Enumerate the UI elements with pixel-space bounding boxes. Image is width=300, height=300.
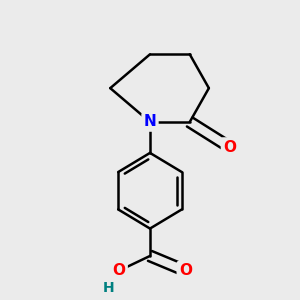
Text: O: O [223,140,236,154]
Text: O: O [179,263,192,278]
Text: H: H [102,281,114,295]
Text: N: N [144,115,156,130]
Text: O: O [112,263,126,278]
